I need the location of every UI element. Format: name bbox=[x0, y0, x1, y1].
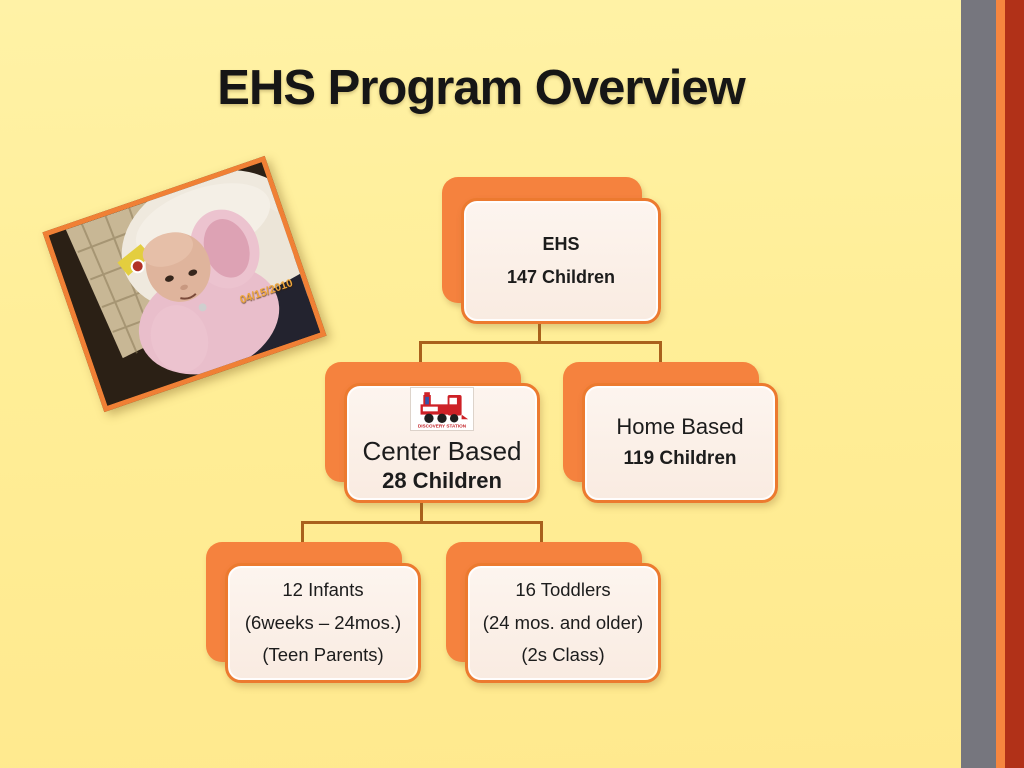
baby-photo: 04/15/2010 bbox=[42, 155, 327, 413]
right-rail-gray bbox=[961, 0, 996, 768]
node-text-line: (6weeks – 24mos.) bbox=[244, 611, 402, 633]
node-box: 12 Infants (6weeks – 24mos.) (Teen Paren… bbox=[225, 563, 421, 683]
node-text-line: Home Based bbox=[616, 414, 744, 439]
org-node-toddlers: 16 Toddlers (24 mos. and older) (2s Clas… bbox=[446, 542, 661, 683]
node-text-line: EHS bbox=[542, 234, 580, 254]
node-text-line: 119 Children bbox=[623, 448, 737, 469]
node-text-line: 12 Infants bbox=[282, 579, 364, 601]
node-text-line: (Teen Parents) bbox=[262, 644, 384, 666]
train-icon: DISCOVERY STATION bbox=[418, 392, 469, 428]
connector-to-infants bbox=[301, 521, 304, 544]
connector-level3-horizontal bbox=[301, 521, 543, 524]
node-text-line: Center Based bbox=[362, 436, 522, 466]
org-node-ehs: EHS 147 Children bbox=[442, 177, 661, 324]
connector-to-toddlers bbox=[540, 521, 543, 544]
logo-caption: DISCOVERY STATION bbox=[418, 424, 467, 428]
node-text-line: 16 Toddlers bbox=[515, 579, 611, 601]
node-text-line: (2s Class) bbox=[521, 644, 605, 666]
discovery-station-logo: DISCOVERY STATION bbox=[411, 388, 473, 430]
connector-to-center-based bbox=[419, 341, 422, 364]
org-node-home-based: Home Based 119 Children bbox=[563, 362, 778, 503]
node-box: EHS 147 Children bbox=[461, 198, 661, 324]
org-node-center-based: DISCOVERY STATION Center Based 28 Childr… bbox=[325, 362, 540, 503]
accent-stripe-red bbox=[1005, 0, 1024, 768]
connector-level2-horizontal bbox=[419, 341, 662, 344]
node-box: 16 Toddlers (24 mos. and older) (2s Clas… bbox=[465, 563, 661, 683]
node-box: DISCOVERY STATION Center Based 28 Childr… bbox=[344, 383, 540, 503]
node-box: Home Based 119 Children bbox=[582, 383, 778, 503]
accent-stripe-orange bbox=[996, 0, 1005, 768]
baby-photo-illustration bbox=[48, 162, 321, 406]
slide-title: EHS Program Overview bbox=[217, 61, 745, 115]
org-node-infants: 12 Infants (6weeks – 24mos.) (Teen Paren… bbox=[206, 542, 421, 683]
connector-to-home-based bbox=[659, 341, 662, 365]
node-text-line: 147 Children bbox=[506, 267, 616, 287]
node-text-line: (24 mos. and older) bbox=[482, 611, 644, 633]
connector-center-down bbox=[420, 501, 423, 524]
connector-ehs-down bbox=[538, 322, 541, 344]
node-text-line: 28 Children bbox=[382, 468, 502, 493]
